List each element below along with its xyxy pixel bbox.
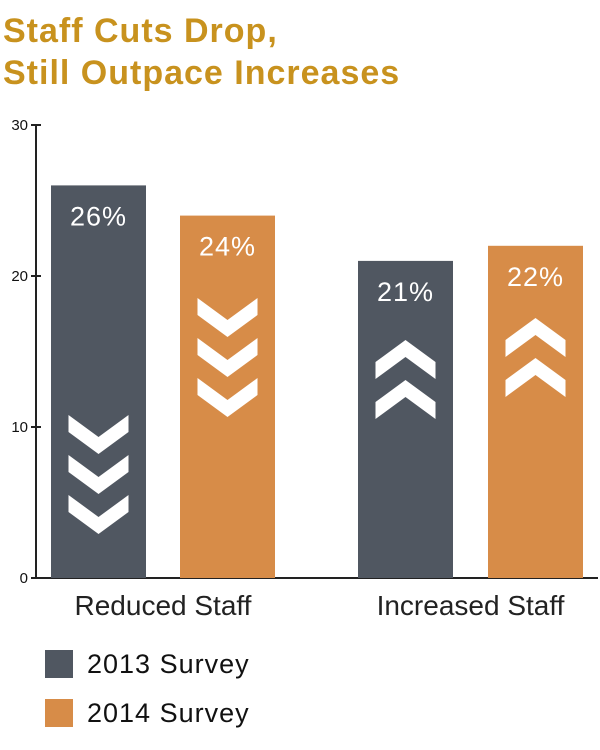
category-label-reduced-staff: Reduced Staff [75, 590, 252, 621]
chevron-up-icon-increased-staff-2014-1 [505, 318, 566, 357]
data-label-increased-staff-2013: 21% [377, 277, 434, 307]
bar-reduced-staff-2014 [180, 215, 275, 578]
chevron-down-icon-reduced-staff-2013-2 [68, 455, 129, 494]
chart-title-line-2: Still Outpace Increases [3, 54, 401, 92]
y-tick-label-10: 10 [11, 419, 28, 436]
data-label-reduced-staff-2013: 26% [70, 201, 127, 231]
legend-label-2013: 2013 Survey [87, 648, 250, 679]
bar-increased-staff-2014 [488, 245, 583, 579]
legend-swatch-2014 [45, 699, 73, 727]
data-label-reduced-staff-2014: 24% [199, 232, 256, 262]
legend-item-2014: 2014 Survey [45, 697, 250, 728]
legend: 2013 Survey 2014 Survey [45, 648, 250, 748]
data-label-increased-staff-2014: 22% [507, 262, 564, 292]
bar-chart: 0 10 20 30 26% 24% 21% 22% Reduced Staff Increa… [11, 117, 598, 621]
bar-reduced-staff-2013 [51, 185, 146, 578]
bars: 26% 24% 21% 22% [51, 185, 583, 579]
legend-item-2013: 2013 Survey [45, 648, 250, 679]
y-tick-label-30: 30 [11, 117, 28, 134]
chart-title-line-1: Staff Cuts Drop, [3, 12, 278, 50]
y-tick-label-20: 20 [11, 268, 28, 285]
legend-label-2014: 2014 Survey [87, 697, 250, 728]
category-label-increased-staff: Increased Staff [377, 590, 565, 621]
chevron-down-icon-reduced-staff-2014-3 [197, 378, 258, 417]
chevron-up-icon-increased-staff-2013-2 [375, 380, 436, 419]
chart-title: Staff Cuts Drop, Still Outpace Increases [3, 10, 400, 94]
chevron-down-icon-reduced-staff-2014-2 [197, 338, 258, 377]
chevron-down-icon-reduced-staff-2013-3 [68, 495, 129, 534]
chevron-up-icon-increased-staff-2014-2 [505, 358, 566, 397]
bar-increased-staff-2013 [358, 260, 453, 578]
bar-group-increased-staff-2013: 21% [358, 260, 453, 578]
category-labels: Reduced Staff Increased Staff [75, 590, 565, 621]
chevron-down-icon-reduced-staff-2013-1 [68, 415, 129, 454]
y-tick-label-0: 0 [20, 570, 28, 587]
legend-swatch-2013 [45, 650, 73, 678]
bar-group-increased-staff-2014: 22% [488, 245, 583, 579]
bar-group-reduced-staff-2013: 26% [51, 185, 146, 578]
chevron-up-icon-increased-staff-2013-1 [375, 340, 436, 379]
chevron-down-icon-reduced-staff-2014-1 [197, 298, 258, 337]
bar-group-reduced-staff-2014: 24% [180, 215, 275, 578]
